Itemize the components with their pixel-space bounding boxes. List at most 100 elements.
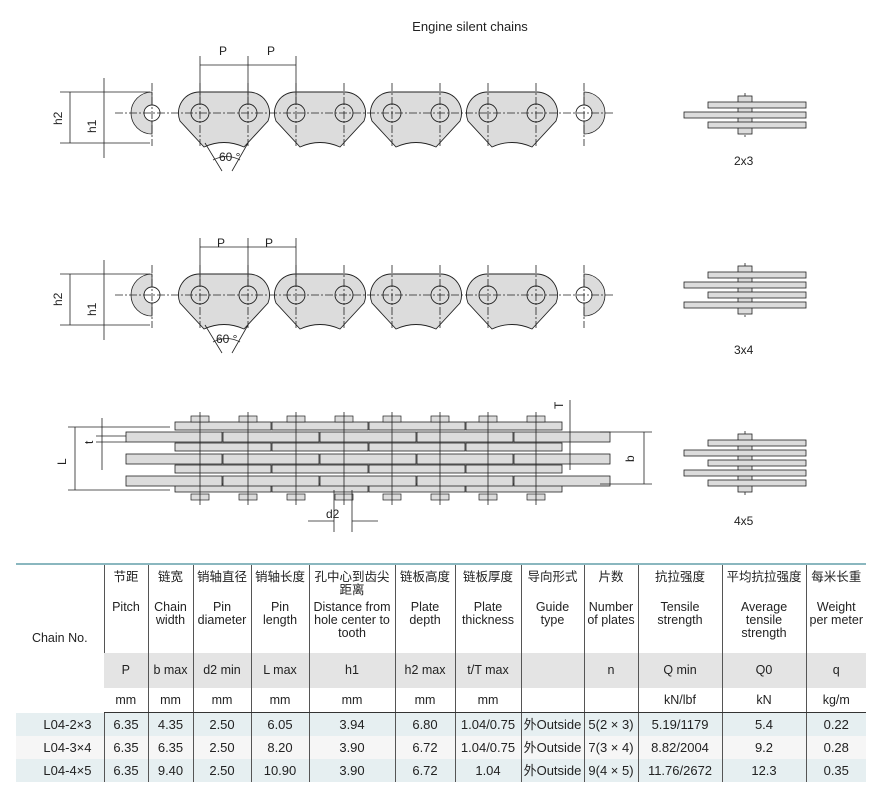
plan-outer-plate <box>465 442 563 452</box>
table-cell: 3.90 <box>308 759 395 782</box>
plan-inner-plate <box>416 431 514 443</box>
label-L: L <box>55 458 69 465</box>
end-view-2x3-plate <box>707 101 807 109</box>
label-t: t <box>82 440 96 444</box>
plan-inner-plate <box>125 431 223 443</box>
header-symbol: t/T max <box>454 653 521 688</box>
table-cell: 9(4 × 5) <box>583 759 638 782</box>
header-en: Plate thickness <box>461 600 515 627</box>
table-row: L04-3×4 6.35 6.35 2.50 8.20 3.90 6.72 1.04/0.75… <box>16 736 866 759</box>
header-cn: 销轴长度 <box>254 570 305 584</box>
end-view-2x3-plate <box>683 111 807 119</box>
header-unit <box>583 688 638 713</box>
plan-outer-plate <box>174 442 272 452</box>
table-cell: 2.50 <box>192 759 251 782</box>
plan-inner-plate <box>125 453 223 465</box>
header-en: Average tensile strength <box>740 600 788 640</box>
header-cn: 链板高度 <box>399 570 450 584</box>
label-h1: h1 <box>85 119 99 133</box>
table-cell: 5(2 × 3) <box>583 712 638 736</box>
table-cell: 1.04 <box>454 759 521 782</box>
table-cell: 2.50 <box>192 712 251 736</box>
side-chain-top-link-plate <box>369 91 463 148</box>
header-symbol: h1 <box>308 653 395 688</box>
header-4: 孔中心到齿尖距离 Distance from hole center to too… <box>308 563 395 653</box>
header-symbol <box>520 653 584 688</box>
side-chain-middle-link-plate <box>177 273 271 330</box>
label-angle-b: 60 ° <box>216 332 238 346</box>
side-chain-middle-link-plate <box>273 273 367 330</box>
chain-no-cell: L04-3×4 <box>16 736 104 759</box>
plan-outer-plate <box>465 464 563 474</box>
table-cell: 1.04/0.75 <box>454 736 521 759</box>
table-cell: 11.76/2672 <box>637 759 722 782</box>
header-7: 导向形式 Guide type <box>520 563 584 653</box>
header-cn: 销轴直径 <box>196 570 247 584</box>
end-view-2x3-plate <box>707 121 807 129</box>
chain-drawings <box>60 56 807 532</box>
label-angle: 60 ° <box>219 150 241 164</box>
plan-inner-plate <box>222 453 320 465</box>
header-unit: mm <box>192 688 251 713</box>
label-b: b <box>623 455 637 462</box>
table-cell: 6.80 <box>394 712 455 736</box>
side-chain-middle-link-plate <box>369 273 463 330</box>
plan-inner-plate <box>513 453 611 465</box>
plan-outer-plate <box>271 442 369 452</box>
header-5: 链板高度 Plate depth <box>394 563 455 653</box>
table-cell: 0.28 <box>805 736 866 759</box>
header-en: Number of plates <box>587 600 635 627</box>
header-en: Pin diameter <box>197 600 247 627</box>
header-symbol: q <box>805 653 866 688</box>
plan-inner-plate <box>416 475 514 487</box>
table-cell: 外Outside <box>520 759 584 782</box>
label-h2-b: h2 <box>51 292 65 306</box>
header-symbol: Q0 <box>721 653 806 688</box>
end-view-4x5-plate <box>707 479 807 487</box>
header-unit: mm <box>394 688 455 713</box>
table-cell: 12.3 <box>721 759 806 782</box>
header-6: 链板厚度 Plate thickness <box>454 563 521 653</box>
header-symbol: b max <box>147 653 193 688</box>
plan-inner-plate <box>125 475 223 487</box>
header-symbol: n <box>583 653 638 688</box>
side-chain-middle-end-plate <box>130 273 153 317</box>
header-symbol: h2 max <box>394 653 455 688</box>
table-cell: 1.04/0.75 <box>454 712 521 736</box>
header-cn: 导向形式 <box>527 570 578 584</box>
header-cn: 节距 <box>113 570 139 584</box>
header-cn: 链板厚度 <box>462 570 513 584</box>
table-cell: 外Outside <box>520 712 584 736</box>
plan-outer-plate <box>368 442 466 452</box>
plan-outer-plate <box>465 421 563 431</box>
header-1: 链宽 Chain width <box>147 563 193 653</box>
plan-outer-plate <box>174 421 272 431</box>
header-8: 片数 Number of plates <box>583 563 638 653</box>
header-0: 节距 Pitch <box>103 563 148 653</box>
table-cell: 6.35 <box>147 736 193 759</box>
side-chain-top-angle-line2 <box>231 142 249 172</box>
plan-inner-plate <box>222 431 320 443</box>
table-cell: 6.72 <box>394 759 455 782</box>
header-cn: 链宽 <box>157 570 183 584</box>
header-en: Chain width <box>154 600 187 627</box>
table-cell: 4.35 <box>147 712 193 736</box>
table-cell: 6.35 <box>103 736 148 759</box>
header-9: 抗拉强度 Tensile strength <box>637 563 722 653</box>
side-chain-top-end-plate <box>130 91 153 135</box>
header-2: 销轴直径 Pin diameter <box>192 563 251 653</box>
side-chain-middle-link-plate <box>465 273 559 330</box>
end-view-4x5-plate <box>707 439 807 447</box>
table-cell: 0.22 <box>805 712 866 736</box>
table-row: L04-2×3 6.35 4.35 2.50 6.05 3.94 6.80 1.04/0.75… <box>16 712 866 736</box>
label-d2: d2 <box>326 507 340 521</box>
chain-spec-table: Chain No. 节距 Pitch 链宽 Chain width 销轴直径 Pin dia… <box>16 563 866 782</box>
plan-outer-plate <box>368 421 466 431</box>
side-chain-top-link-plate <box>465 91 559 148</box>
table-cell: 3.90 <box>308 736 395 759</box>
header-unit: mm <box>104 688 148 713</box>
side-chain-top-angle-arc <box>212 156 241 161</box>
side-chain-middle-angle-line2 <box>231 324 249 354</box>
label-pitch-2: P <box>267 44 275 58</box>
table-cell: 10.90 <box>250 759 309 782</box>
